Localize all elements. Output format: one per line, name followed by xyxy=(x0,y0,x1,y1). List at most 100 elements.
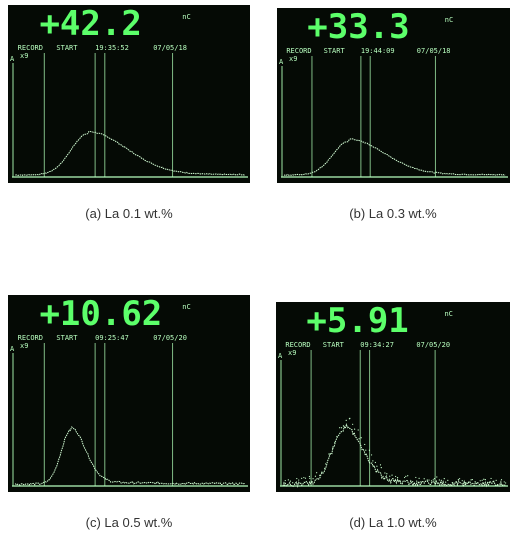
noise-dot xyxy=(341,427,342,428)
noise-dot xyxy=(439,479,440,480)
time-label: 09:34:27 xyxy=(360,341,394,349)
noise-dot xyxy=(354,429,355,430)
noise-dot xyxy=(405,476,406,477)
noise-dot xyxy=(376,466,377,467)
noise-dot xyxy=(285,480,286,481)
noise-dot xyxy=(364,444,365,445)
noise-dot xyxy=(505,482,506,483)
noise-dot xyxy=(358,429,359,430)
noise-dot xyxy=(490,478,491,479)
screen-panel: +42.2nCRECORDSTART19:35:5207/05/18Ax9 xyxy=(8,4,250,183)
noise-dot xyxy=(485,479,486,480)
noise-dot xyxy=(445,482,446,483)
record-label: RECORD xyxy=(286,47,311,55)
scale-label: x9 xyxy=(289,55,297,63)
noise-dot xyxy=(284,484,285,485)
noise-dot xyxy=(395,476,396,477)
noise-dot xyxy=(428,479,429,480)
noise-dot xyxy=(315,476,316,477)
unit: nC xyxy=(182,13,190,21)
record-label: RECORD xyxy=(18,44,43,52)
noise-dot xyxy=(501,479,502,480)
unit: nC xyxy=(445,16,453,24)
scale-label: x9 xyxy=(20,342,28,350)
noise-dot xyxy=(427,479,428,480)
noise-dot xyxy=(305,478,306,479)
date-label: 07/05/20 xyxy=(416,341,450,349)
noise-dot xyxy=(328,453,329,454)
noise-dot xyxy=(346,420,347,421)
noise-dot xyxy=(359,438,360,439)
noise-dot xyxy=(397,477,398,478)
caption: (b) La 0.3 wt.% xyxy=(349,206,437,221)
start-label: START xyxy=(324,47,346,55)
noise-dot xyxy=(424,478,425,479)
noise-dot xyxy=(381,467,382,468)
noise-dot xyxy=(371,454,372,455)
noise-dot xyxy=(458,479,459,480)
readout: +5.91 xyxy=(306,301,408,341)
screen-panel: +10.62nCRECORDSTART09:25:4707/05/20Ax9 xyxy=(8,294,250,492)
time-label: 19:35:52 xyxy=(95,44,129,52)
noise-dot xyxy=(412,481,413,482)
noise-dot xyxy=(290,481,291,482)
noise-dot xyxy=(436,476,437,477)
noise-dot xyxy=(459,478,460,479)
noise-dot xyxy=(483,479,484,480)
time-label: 09:25:47 xyxy=(95,334,129,342)
noise-dot xyxy=(369,450,370,451)
noise-dot xyxy=(504,481,505,482)
readout: +10.62 xyxy=(39,294,162,334)
noise-dot xyxy=(349,418,350,419)
noise-dot xyxy=(441,480,442,481)
readout: +42.2 xyxy=(39,4,141,44)
noise-dot xyxy=(389,476,390,477)
unit: nC xyxy=(444,310,452,318)
noise-dot xyxy=(404,477,405,478)
noise-dot xyxy=(407,475,408,476)
noise-dot xyxy=(386,473,387,474)
noise-dot xyxy=(475,481,476,482)
noise-dot xyxy=(339,427,340,428)
noise-dot xyxy=(296,478,297,479)
scale-label: x9 xyxy=(20,52,28,60)
noise-dot xyxy=(361,437,362,438)
noise-dot xyxy=(472,479,473,480)
start-label: START xyxy=(56,44,78,52)
start-label: START xyxy=(323,341,345,349)
noise-dot xyxy=(352,424,353,425)
noise-dot xyxy=(482,480,483,481)
noise-dot xyxy=(316,472,317,473)
date-label: 07/05/20 xyxy=(153,334,187,342)
noise-dot xyxy=(416,481,417,482)
noise-dot xyxy=(444,478,445,479)
record-label: RECORD xyxy=(285,341,310,349)
noise-dot xyxy=(462,480,463,481)
unit: nC xyxy=(182,303,190,311)
noise-dot xyxy=(375,462,376,463)
time-label: 19:44:09 xyxy=(361,47,395,55)
noise-dot xyxy=(292,482,293,483)
noise-dot xyxy=(496,480,497,481)
noise-dot xyxy=(470,479,471,480)
readout: +33.3 xyxy=(307,7,409,47)
noise-dot xyxy=(389,479,390,480)
start-label: START xyxy=(56,334,78,342)
noise-dot xyxy=(434,478,435,479)
noise-dot xyxy=(465,482,466,483)
noise-dot xyxy=(419,478,420,479)
caption: (a) La 0.1 wt.% xyxy=(85,206,173,221)
noise-dot xyxy=(309,478,310,479)
noise-dot xyxy=(415,477,416,478)
noise-dot xyxy=(380,464,381,465)
noise-dot xyxy=(288,479,289,480)
noise-dot xyxy=(303,477,304,478)
noise-dot xyxy=(365,450,366,451)
noise-dot xyxy=(301,478,302,479)
noise-dot xyxy=(391,475,392,476)
noise-dot xyxy=(372,460,373,461)
caption: (d) La 1.0 wt.% xyxy=(349,515,437,530)
noise-dot xyxy=(309,476,310,477)
